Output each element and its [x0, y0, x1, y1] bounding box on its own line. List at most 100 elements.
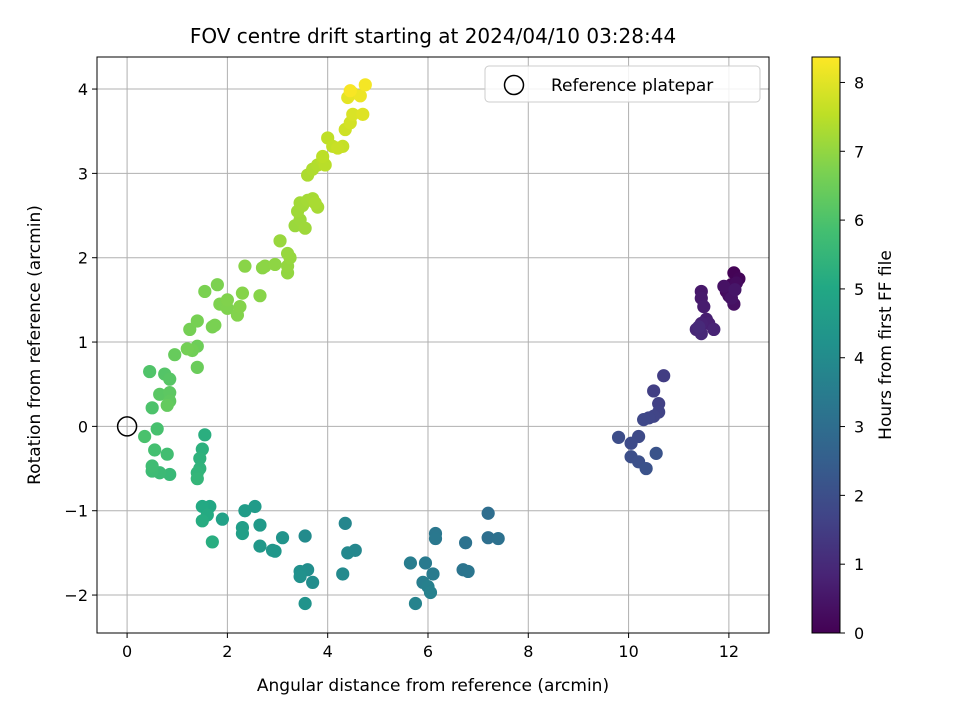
x-tick-label: 8	[523, 642, 533, 661]
data-point	[458, 536, 473, 550]
data-point	[253, 539, 267, 553]
colorbar-tick-label: 3	[854, 418, 864, 437]
data-point	[707, 322, 721, 336]
reference-platepar-marker	[116, 416, 138, 437]
colorbar	[811, 56, 841, 634]
x-axis-label: Angular distance from reference (arcmin)	[257, 676, 609, 696]
data-point	[275, 531, 290, 545]
data-point	[215, 512, 229, 526]
y-tick-label: 1	[78, 333, 88, 352]
plot-frame	[96, 56, 770, 634]
data-point	[308, 196, 322, 210]
x-tick-label: 6	[423, 642, 433, 661]
data-point	[145, 401, 159, 415]
data-point	[649, 446, 663, 460]
legend: Reference platepar	[484, 65, 761, 103]
data-point	[423, 585, 438, 600]
data-points	[116, 78, 746, 611]
colorbar-tick-label: 1	[854, 555, 864, 574]
data-point	[657, 369, 671, 383]
y-axis-ticks: −2 −1 0 1 2 3 4	[64, 80, 97, 605]
data-point	[418, 556, 433, 570]
data-point	[338, 516, 352, 530]
data-point	[268, 544, 282, 558]
chart-title: FOV centre drift starting at 2024/04/10 …	[190, 24, 676, 48]
data-point	[403, 556, 418, 570]
data-point	[298, 221, 312, 235]
data-point	[168, 348, 182, 362]
data-point	[258, 259, 272, 273]
data-point	[210, 278, 224, 292]
data-point	[160, 398, 174, 412]
y-tick-label: 4	[78, 80, 88, 99]
data-point	[491, 531, 505, 546]
data-point	[253, 518, 267, 532]
data-point	[639, 461, 653, 476]
data-point	[697, 300, 711, 314]
data-point	[293, 569, 307, 584]
data-point	[637, 413, 651, 427]
data-point	[336, 567, 350, 581]
colorbar-label: Hours from first FF file	[876, 250, 896, 440]
data-point	[358, 78, 372, 92]
data-point	[233, 300, 247, 314]
data-point	[253, 289, 267, 303]
x-tick-label: 0	[122, 642, 132, 661]
data-point	[193, 451, 207, 466]
data-point	[268, 257, 282, 272]
data-point	[153, 387, 167, 401]
data-point	[143, 364, 157, 379]
data-point	[343, 84, 357, 98]
data-point	[190, 314, 204, 328]
data-point	[426, 567, 440, 581]
data-point	[198, 428, 212, 442]
data-point	[647, 384, 661, 398]
x-tick-label: 10	[618, 642, 638, 661]
y-tick-label: 2	[78, 249, 88, 268]
data-point	[195, 514, 209, 528]
colorbar-tick-label: 8	[854, 73, 864, 92]
data-point	[298, 596, 312, 611]
data-point	[624, 436, 638, 450]
data-point	[190, 472, 204, 486]
legend-label: Reference platepar	[551, 76, 713, 96]
data-point	[273, 234, 287, 248]
data-point	[163, 467, 177, 482]
data-point	[728, 283, 742, 297]
data-point	[346, 107, 360, 121]
colorbar-tick-label: 5	[854, 280, 864, 299]
data-point	[717, 279, 731, 293]
x-tick-label: 12	[719, 642, 739, 661]
x-tick-label: 2	[222, 642, 232, 661]
data-point	[692, 320, 706, 334]
data-point	[208, 318, 222, 332]
y-tick-label: −1	[64, 502, 88, 521]
data-point	[306, 575, 320, 589]
y-axis-label: Rotation from reference (arcmin)	[25, 205, 45, 485]
colorbar-tick-label: 7	[854, 142, 864, 161]
colorbar-tick-label: 2	[854, 486, 864, 505]
data-point	[316, 149, 330, 164]
data-point	[461, 564, 475, 579]
data-point	[205, 535, 219, 549]
data-point	[238, 259, 252, 273]
data-point	[180, 342, 194, 356]
y-tick-label: −2	[64, 586, 88, 605]
data-point	[353, 89, 367, 103]
colorbar-tick-label: 0	[854, 624, 864, 643]
data-point	[428, 531, 443, 546]
data-point	[331, 141, 345, 155]
data-point	[163, 372, 177, 386]
data-point	[183, 322, 197, 336]
data-point	[481, 506, 495, 520]
data-point	[611, 430, 626, 444]
data-point	[408, 596, 423, 611]
colorbar-tick-label: 4	[854, 349, 864, 368]
data-point	[235, 286, 250, 300]
data-point	[235, 526, 250, 541]
colorbar-ticks: 0 1 2 3 4 5 6 7 8	[840, 73, 864, 643]
data-point	[220, 293, 234, 307]
data-point	[238, 504, 252, 518]
data-point	[190, 360, 204, 374]
